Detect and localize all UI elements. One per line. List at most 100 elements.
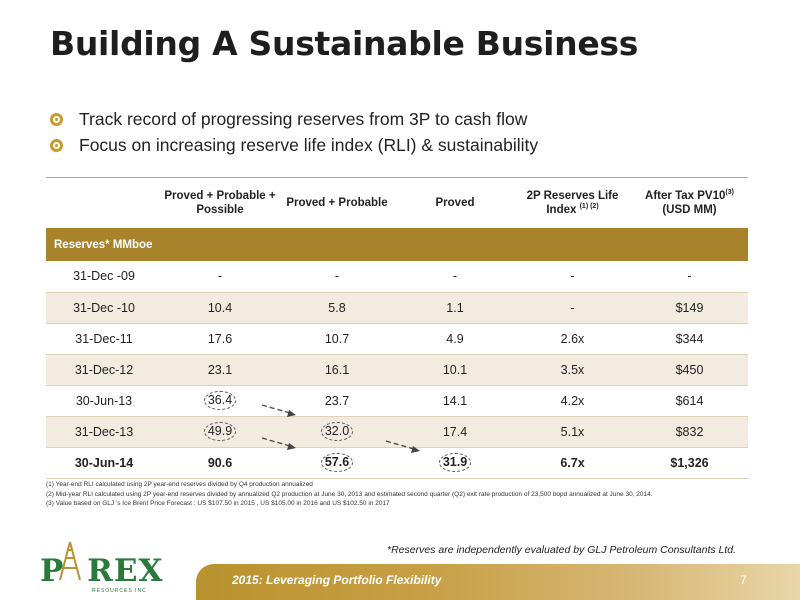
table-cell: $149 (631, 292, 748, 324)
header-empty (46, 178, 162, 228)
header-rli: 2P Reserves Life Index (1) (2) (526, 189, 619, 216)
circled-value: 36.4 (203, 391, 237, 410)
table-cell: - (631, 261, 748, 293)
cell-value: 31-Dec -09 (73, 269, 135, 284)
bullet-icon (50, 112, 63, 126)
row-date: 31-Dec -10 (46, 292, 162, 324)
footer-bar (196, 564, 800, 600)
bullet-item: Focus on increasing reserve life index (… (50, 132, 538, 158)
table-cell: $450 (631, 354, 748, 386)
row-date: 30-Jun-13 (46, 385, 162, 417)
table-cell: - (396, 261, 514, 293)
table-cell: 5.1x (514, 416, 631, 448)
band-label: Reserves* MMboe (46, 228, 748, 261)
cell-value: $149 (675, 300, 704, 315)
table-cell: $344 (631, 323, 748, 355)
table-cell: 31.9 (396, 447, 514, 479)
table-cell: 17.4 (396, 416, 514, 448)
cell-value: 23.1 (207, 362, 233, 377)
cell-value: $1,326 (670, 455, 709, 470)
table-cell: 4.2x (514, 385, 631, 417)
circled-value: 49.9 (203, 422, 237, 441)
reserves-table-container: Proved + Probable + Possible Proved + Pr… (46, 177, 748, 479)
cell-value: $832 (675, 424, 704, 439)
header-3p: Proved + Probable + Possible (164, 189, 276, 216)
table-row: 31-Dec-12 23.1 16.1 10.1 3.5x $450 (46, 354, 748, 386)
table-row: 30-Jun-13 36.4 23.7 14.1 4.2x $614 (46, 385, 748, 417)
row-date: 31-Dec-13 (46, 416, 162, 448)
cell-value: 2.6x (560, 331, 585, 346)
circled-value: 57.6 (320, 453, 354, 472)
table-cell: 1.1 (396, 292, 514, 324)
bullet-icon (50, 138, 63, 152)
cell-value: - (570, 300, 575, 315)
table-cell: 49.9 (162, 416, 278, 448)
cell-value: 1.1 (446, 300, 464, 315)
cell-value: 4.9 (446, 331, 464, 346)
circled-value: 32.0 (320, 422, 354, 441)
parex-logo: PAREX RESOURCES INC (36, 540, 171, 598)
cell-value: 30-Jun-13 (75, 393, 133, 408)
table-cell: 3.5x (514, 354, 631, 386)
table-cell: $832 (631, 416, 748, 448)
table-cell: 4.9 (396, 323, 514, 355)
cell-value: 31-Dec-11 (75, 331, 133, 346)
table-cell: 23.1 (162, 354, 278, 386)
cell-value: $614 (675, 393, 704, 408)
table-cell: $1,326 (631, 447, 748, 479)
table-cell: 10.7 (278, 323, 396, 355)
cell-value: 31-Dec-13 (74, 424, 134, 439)
table-cell: 10.1 (396, 354, 514, 386)
cell-value: $450 (675, 362, 704, 377)
cell-value: - (452, 269, 458, 284)
row-date: 31-Dec -09 (46, 261, 162, 293)
cell-value: 5.1x (560, 424, 585, 439)
cell-value: 23.7 (324, 393, 350, 408)
row-date: 31-Dec-11 (46, 323, 162, 355)
cell-value: 10.7 (324, 331, 350, 346)
table-cell: $614 (631, 385, 748, 417)
cell-value: - (217, 269, 223, 284)
cell-value: 5.8 (328, 300, 346, 315)
cell-value: 4.2x (560, 393, 585, 408)
header-1p: Proved (435, 196, 475, 209)
logo-subtitle: RESOURCES INC (92, 588, 147, 594)
page-number: 7 (740, 573, 747, 587)
cell-value: 14.1 (442, 393, 468, 408)
reserves-disclaimer: *Reserves are independently evaluated by… (387, 544, 737, 556)
table-cell: - (278, 261, 396, 293)
logo-wordmark: PAREX (40, 553, 164, 589)
table-cell: 10.4 (162, 292, 278, 324)
circled-value: 31.9 (438, 453, 472, 472)
table-cell: 16.1 (278, 354, 396, 386)
derrick-icon (59, 541, 81, 581)
table-cell: 23.7 (278, 385, 396, 417)
table-cell: 14.1 (396, 385, 514, 417)
footnote-3: (3) Value based on GLJ 's Ice Brent Pric… (46, 500, 390, 507)
cell-value: 31-Dec -10 (73, 300, 135, 315)
cell-value: 30-Jun-14 (74, 455, 134, 470)
header-pv10: After Tax PV10(3) (USD MM) (645, 188, 734, 216)
cell-value: 6.7x (560, 455, 585, 470)
table-cell: 2.6x (514, 323, 631, 355)
table-cell: - (514, 292, 631, 324)
table-header-row: Proved + Probable + Possible Proved + Pr… (46, 178, 748, 228)
table-cell: 90.6 (162, 447, 278, 479)
footer-title: 2015: Leveraging Portfolio Flexibility (232, 573, 442, 587)
table-row: 31-Dec -09 - - - - - (46, 261, 748, 293)
table-cell: - (514, 261, 631, 293)
cell-value: 31-Dec-12 (74, 362, 134, 377)
footnotes: (1) Year-end RLI calculated using 2P yea… (46, 480, 653, 509)
cell-value: 3.5x (560, 362, 585, 377)
table-row: 31-Dec-11 17.6 10.7 4.9 2.6x $344 (46, 323, 748, 355)
row-date: 31-Dec-12 (46, 354, 162, 386)
bullet-text: Track record of progressing reserves fro… (79, 108, 528, 129)
cell-value: 10.4 (207, 300, 233, 315)
cell-value: 17.4 (442, 424, 468, 439)
cell-value: - (570, 269, 575, 284)
table-cell: 5.8 (278, 292, 396, 324)
row-date: 30-Jun-14 (46, 447, 162, 479)
bullet-item: Track record of progressing reserves fro… (50, 106, 538, 132)
header-2p: Proved + Probable (286, 196, 388, 209)
table-cell: 32.0 (278, 416, 396, 448)
